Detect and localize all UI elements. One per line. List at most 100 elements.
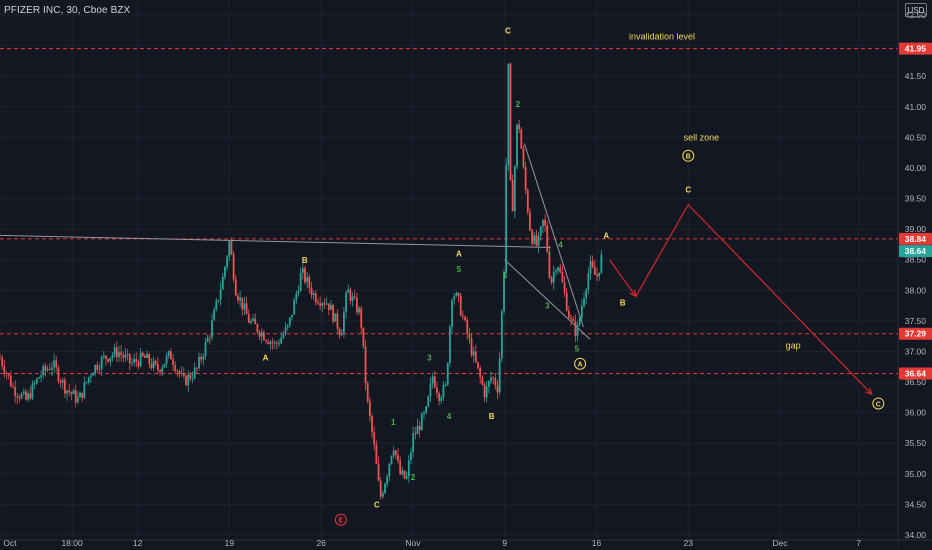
candle-body	[498, 358, 501, 393]
candle-body	[180, 372, 183, 374]
candle-body	[416, 425, 419, 435]
candle-body	[481, 377, 484, 385]
wave-label: 2	[411, 473, 416, 482]
candle-body	[267, 341, 270, 344]
price-level-tag	[899, 42, 932, 55]
circled-wave-label: C	[876, 401, 881, 408]
candle-body	[273, 342, 276, 344]
candle-body	[507, 63, 510, 166]
price-level-tag-label: 36.64	[905, 368, 927, 378]
candle-body	[0, 357, 1, 359]
candle-body	[213, 309, 216, 321]
annotation-label: gap	[786, 340, 801, 350]
candle-body	[466, 320, 469, 334]
candle-body	[455, 292, 458, 296]
candle-body	[520, 129, 523, 149]
candle-body	[260, 332, 263, 337]
price-tick-label: 40.00	[905, 163, 927, 173]
candle-body	[427, 396, 430, 407]
candle-body	[35, 378, 38, 384]
candle-body	[27, 393, 30, 400]
candle-body	[280, 337, 283, 344]
candle-body	[189, 374, 192, 379]
candle-body	[187, 374, 190, 386]
candle-body	[366, 383, 369, 402]
candle-body	[364, 346, 367, 384]
candle-body	[135, 358, 138, 363]
candle-body	[429, 383, 432, 397]
candle-body	[133, 358, 136, 363]
currency-label[interactable]: USD	[905, 3, 927, 17]
candle-body	[191, 378, 194, 380]
candle-body	[401, 470, 404, 475]
candle-body	[38, 377, 40, 379]
candle-body	[297, 291, 300, 294]
candle-body	[446, 362, 449, 385]
candle-body	[533, 235, 536, 244]
candle-body	[25, 391, 27, 400]
price-tick-label: 39.50	[905, 194, 927, 204]
candle-body	[250, 320, 252, 323]
candle-body	[425, 406, 428, 413]
candle-body	[288, 317, 291, 325]
candle-body	[496, 385, 499, 393]
time-tick-label: 7	[856, 538, 861, 548]
candle-body	[574, 321, 577, 336]
candle-body	[479, 367, 482, 378]
candle-body	[572, 319, 575, 322]
candle-body	[202, 356, 205, 360]
candle-body	[185, 375, 187, 386]
candle-body	[46, 368, 49, 371]
candle-body	[490, 377, 492, 382]
time-tick-label: 19	[225, 538, 235, 548]
candle-body	[535, 235, 538, 246]
wave-label: 4	[558, 240, 563, 249]
candle-body	[87, 377, 90, 383]
candle-body	[345, 292, 347, 313]
time-tick-label: 18:00	[61, 538, 83, 548]
candle-body	[128, 353, 131, 364]
candle-body	[200, 357, 203, 360]
candle-body	[230, 241, 233, 255]
candle-body	[377, 463, 380, 481]
candle-body	[386, 476, 389, 484]
candle-body	[518, 124, 521, 130]
candle-body	[438, 392, 441, 401]
candle-body	[492, 377, 495, 379]
candle-body	[172, 359, 174, 366]
price-level-tag	[899, 232, 932, 245]
circled-wave-label: B	[686, 154, 691, 161]
candle-body	[500, 311, 503, 359]
candle-body	[118, 352, 120, 358]
annotation-label: sell zone	[684, 132, 720, 142]
candle-body	[583, 298, 585, 306]
candle-body	[51, 367, 53, 370]
time-axis[interactable]: Oct 18:00 12 19 26 Nov 9 16 23 Dec 7	[0, 538, 932, 550]
candle-body	[598, 272, 601, 277]
candle-body	[55, 360, 58, 368]
candle-body	[576, 324, 579, 336]
last-price-tag-label: 38.64	[905, 246, 927, 256]
candle-body	[509, 63, 512, 181]
candle-body	[436, 387, 438, 393]
wave-label: B	[302, 256, 308, 265]
candle-body	[102, 355, 105, 358]
candle-body	[141, 352, 144, 356]
candle-body	[148, 354, 151, 364]
candle-body	[503, 272, 505, 312]
price-axis[interactable]: 34.00 34.50 35.00 35.50 36.00 36.50 37.00 37.50…	[897, 0, 932, 550]
candle-body	[585, 289, 588, 299]
candle-body	[66, 390, 68, 394]
candle-body	[271, 341, 274, 344]
candle-body	[282, 334, 285, 338]
projection-path[interactable]	[609, 203, 873, 396]
candle-body	[167, 351, 170, 356]
candle-body	[174, 365, 177, 371]
candle-body	[286, 324, 289, 328]
candle-body	[600, 254, 603, 273]
price-tick-label: 37.00	[905, 346, 927, 356]
candle-body	[360, 308, 363, 328]
candle-body	[539, 226, 542, 236]
candle-body	[169, 351, 172, 360]
